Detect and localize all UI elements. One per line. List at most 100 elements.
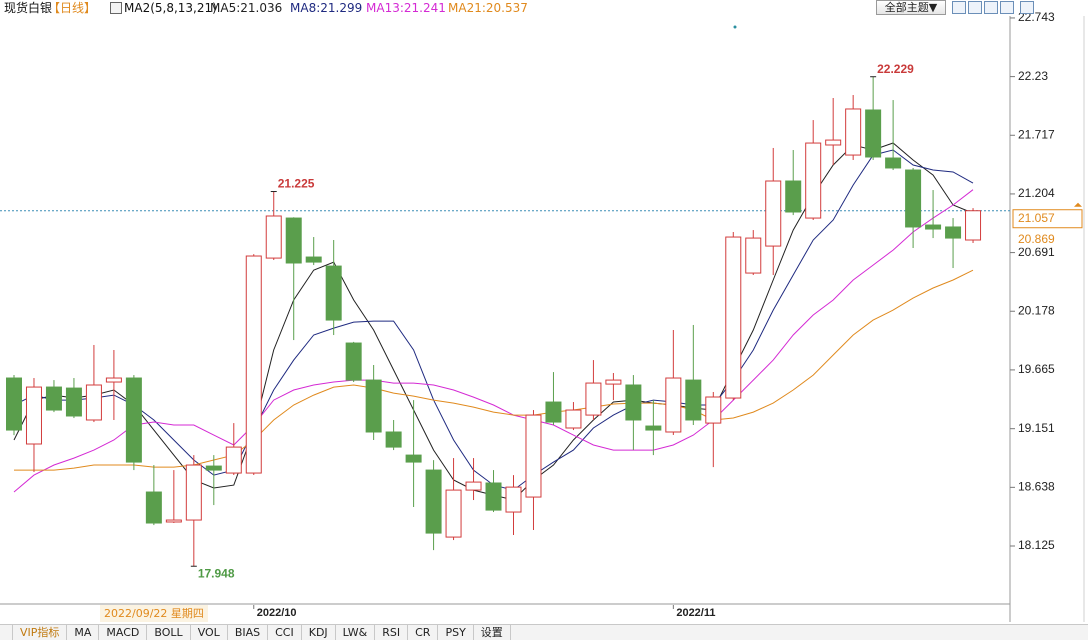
ma-line [13,142,974,501]
candle-body [385,431,402,448]
candle-body [625,384,642,421]
candle-body [805,142,822,219]
candle-body [445,489,462,538]
candle-body [845,108,862,156]
annotation-label: 17.948 [198,566,235,580]
price-arrow [1074,202,1082,207]
ma-line [13,189,974,493]
tool-icon[interactable] [952,1,966,14]
y-tick-label: 21.204 [1018,186,1055,200]
candle-body [325,265,342,321]
indicator-tab[interactable]: LW& [336,625,376,640]
price-tag-box [1012,209,1083,229]
candle-body [285,217,302,264]
candle-body [185,464,202,521]
ma-line [13,149,974,491]
tab-scroll[interactable] [0,625,13,640]
candle-body [545,401,562,423]
indicator-tab[interactable]: RSI [375,625,409,640]
instrument: 现货白银 [4,1,53,15]
indicator-tab[interactable]: 设置 [474,625,511,640]
candle-body [6,377,22,431]
candle-body [525,414,542,498]
candle-body [685,379,702,421]
indicator-tab[interactable]: CR [408,625,439,640]
candle-body [885,157,902,169]
candle-body [85,384,102,421]
legend-entry: MA5:21.036 [210,1,283,15]
candle-body [745,237,762,274]
y-tick-label: 21.717 [1018,127,1055,141]
indicator-tab[interactable]: BIAS [228,625,269,640]
indicator-icon[interactable] [110,2,122,14]
tool-icon[interactable] [1000,1,1014,14]
y-tick-label: 19.665 [1018,362,1055,376]
y-tick-label: 18.638 [1018,480,1055,494]
candle-body [125,377,142,463]
candle-body [705,396,722,424]
indicator-tab[interactable]: MACD [99,625,148,640]
candle-body [785,180,802,213]
indicator-tab[interactable]: MA [67,625,100,640]
indicator-tab[interactable]: VOL [191,625,228,640]
candle-body [205,465,222,471]
ma-line [14,269,974,471]
candle-body [825,139,842,146]
candle-body [905,169,922,228]
tool-icon[interactable] [1020,1,1034,14]
candle-body [265,215,282,259]
tool-icon[interactable] [984,1,998,14]
y-tick-label: 18.125 [1018,538,1055,552]
candle-body [605,379,622,385]
indicator-tab[interactable]: VIP指标 [13,625,68,640]
marker-dot [733,25,737,29]
candle-body [465,481,482,491]
candle-body [945,226,962,239]
candle-body [725,236,742,399]
indicator-tab[interactable]: BOLL [147,625,191,640]
cursor-date: 2022/09/22 星期四 [100,605,208,622]
candle-body [45,386,62,411]
tool-icon[interactable] [968,1,982,14]
candle-body [925,224,942,230]
indicator-tab[interactable]: PSY [438,625,474,640]
candle-body [965,210,982,241]
indicator-tab[interactable]: CCI [268,625,302,640]
candle-body [305,256,322,263]
y-tick-label: 20.691 [1018,245,1055,259]
indicator-tab[interactable]: KDJ [302,625,336,640]
theme-button[interactable]: 全部主题▼ [876,0,946,15]
annotation-label: 22.229 [877,62,914,76]
legend-entry: MA8:21.299 [290,1,363,15]
candle-body [485,482,502,511]
y-tick-label: 22.23 [1018,69,1048,83]
candle-body [565,409,582,429]
candle-body [505,486,522,513]
annotation-label: 21.225 [278,177,315,191]
candle-body [365,379,382,433]
candle-body [865,109,882,158]
candle-body [425,469,442,534]
candle-body [65,387,82,417]
x-tick-label: 2022/11 [676,607,715,619]
y-tick-label: 19.151 [1018,421,1055,435]
candle-body [25,386,42,445]
candle-body [345,342,362,381]
period: 【日线】 [48,1,97,15]
price-tag-2: 20.869 [1018,232,1055,246]
candle-body [405,454,422,463]
candle-body [245,255,262,474]
candle-body [165,519,182,523]
candle-body [145,491,162,524]
candle-body [585,382,602,416]
legend-entry: MA21:20.537 [448,1,528,15]
candle-body [765,180,782,247]
x-tick-label: 2022/10 [257,607,297,619]
legend-entry: MA13:21.241 [366,1,446,15]
price-tag: 21.057 [1018,211,1055,225]
indicator-name: MA2(5,8,13,21) [124,1,217,15]
candle-body [665,377,682,433]
candle-body [645,425,662,431]
